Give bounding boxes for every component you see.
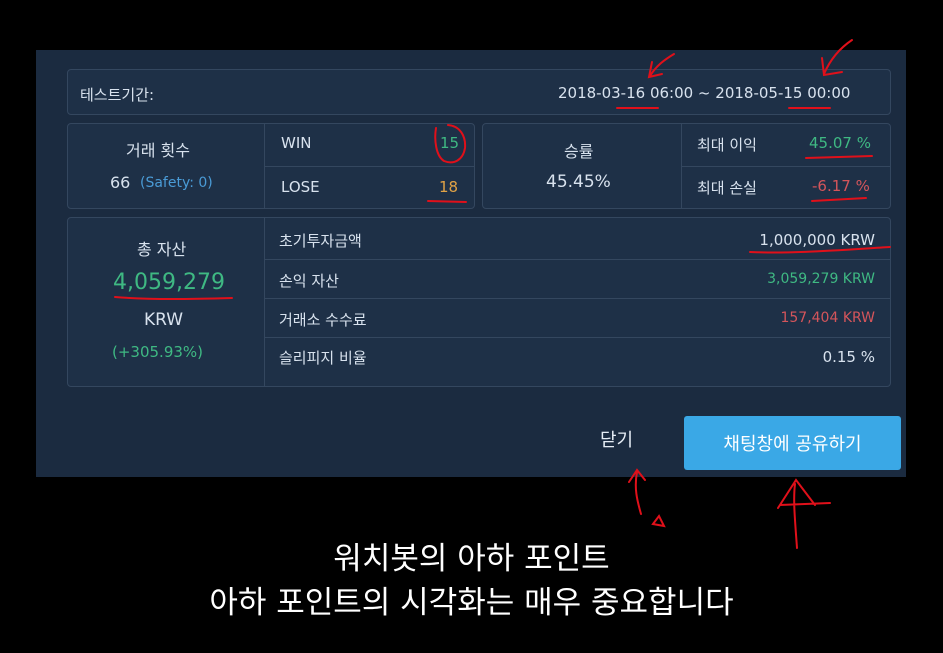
test-period-label: 테스트기간: xyxy=(80,86,155,104)
divider xyxy=(682,166,890,167)
divider xyxy=(681,124,682,208)
exchange-fee-label: 거래소 수수료 xyxy=(279,311,367,329)
initial-investment-value: 1,000,000 KRW xyxy=(759,231,875,249)
caption-line-2: 아하 포인트의 시각화는 매우 중요합니다 xyxy=(209,585,734,621)
win-label: WIN xyxy=(281,134,312,152)
divider xyxy=(265,259,890,260)
max-profit-value: 45.07 % xyxy=(809,134,871,152)
total-assets-label: 총 자산 xyxy=(137,240,187,259)
divider xyxy=(265,166,474,167)
max-loss-label: 최대 손실 xyxy=(697,179,757,197)
pnl-assets-value: 3,059,279 KRW xyxy=(767,271,875,287)
win-value: 15 xyxy=(440,134,460,152)
max-loss-value: -6.17 % xyxy=(812,177,870,195)
test-period-value: 2018-03-16 06:00 ~ 2018-05-15 00:00 xyxy=(558,84,851,102)
total-assets-currency: KRW xyxy=(144,310,184,330)
assets-box xyxy=(67,217,891,387)
annotation-small-mark xyxy=(651,514,666,528)
safety-count: (Safety: 0) xyxy=(140,175,213,191)
share-to-chat-button[interactable]: 채팅창에 공유하기 xyxy=(684,416,901,470)
slippage-label: 슬리피지 비율 xyxy=(279,349,367,367)
caption-line-1: 워치봇의 아하 포인트 xyxy=(333,541,610,577)
pnl-assets-label: 손익 자산 xyxy=(279,272,339,290)
lose-label: LOSE xyxy=(281,178,320,196)
exchange-fee-value: 157,404 KRW xyxy=(780,310,875,326)
max-profit-label: 최대 이익 xyxy=(697,136,757,154)
test-period-box xyxy=(67,69,891,115)
slippage-value: 0.15 % xyxy=(822,348,875,366)
trade-count-value: 66 xyxy=(110,173,131,192)
initial-investment-label: 초기투자금액 xyxy=(279,232,362,250)
total-assets-change: (+305.93%) xyxy=(112,343,204,361)
winrate-label: 승률 xyxy=(564,142,594,161)
divider xyxy=(265,337,890,338)
divider xyxy=(265,298,890,299)
trade-count-label: 거래 횟수 xyxy=(126,141,190,160)
close-button[interactable]: 닫기 xyxy=(600,426,633,452)
divider xyxy=(264,124,265,208)
divider xyxy=(264,218,265,386)
winrate-value: 45.45% xyxy=(546,172,611,192)
total-assets-value: 4,059,279 xyxy=(113,270,225,295)
lose-value: 18 xyxy=(439,178,459,196)
